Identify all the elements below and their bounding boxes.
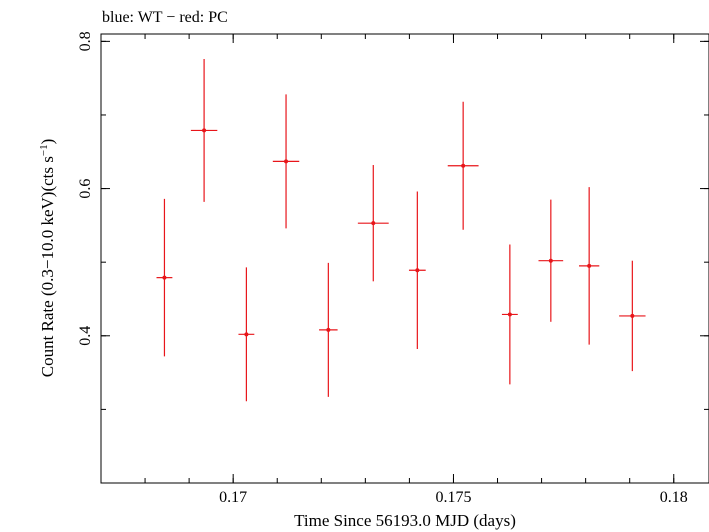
point-marker [202,128,207,133]
x-axis-label: Time Since 56193.0 MJD (days) [294,511,516,530]
x-tick-label: 0.175 [435,489,471,506]
data-point [619,260,646,372]
point-marker [630,313,635,318]
point-marker [587,263,592,268]
data-point [156,198,173,357]
data-point [501,244,518,385]
point-marker [244,332,249,337]
tick-labels: 0.17 0.175 0.18 0.4 0.6 0.8 [77,31,688,506]
data-point [447,101,479,230]
data-point [408,191,426,350]
y-axis-label: Count Rate (0.3−10.0 keV)(cts s−1) [38,139,57,378]
point-marker [548,258,553,263]
data-point [319,262,338,397]
y-axis-label-close: ) [38,139,57,145]
data-point [238,267,255,402]
data-point [579,187,600,345]
y-axis-label-exponent: −1 [38,144,50,156]
point-marker [284,159,289,164]
y-tick-label: 0.8 [77,31,94,51]
y-tick-label: 0.4 [77,326,94,346]
x-tick-label: 0.17 [219,489,247,506]
point-marker [507,312,512,317]
data-points [156,59,646,402]
axis-ticks [100,34,709,484]
point-marker [371,221,376,226]
point-marker [162,275,167,280]
data-point [272,94,300,229]
y-axis-label-main: Count Rate (0.3−10.0 keV)(cts s [38,156,57,377]
plot-frame [100,33,709,484]
point-marker [415,268,420,273]
x-tick-label: 0.18 [660,489,688,506]
data-point [357,165,389,282]
point-marker [326,327,331,332]
point-marker [461,163,466,168]
data-point [538,199,564,322]
chart-title: blue: WT − red: PC [102,9,228,26]
y-tick-label: 0.6 [77,179,94,199]
data-point [190,59,218,202]
